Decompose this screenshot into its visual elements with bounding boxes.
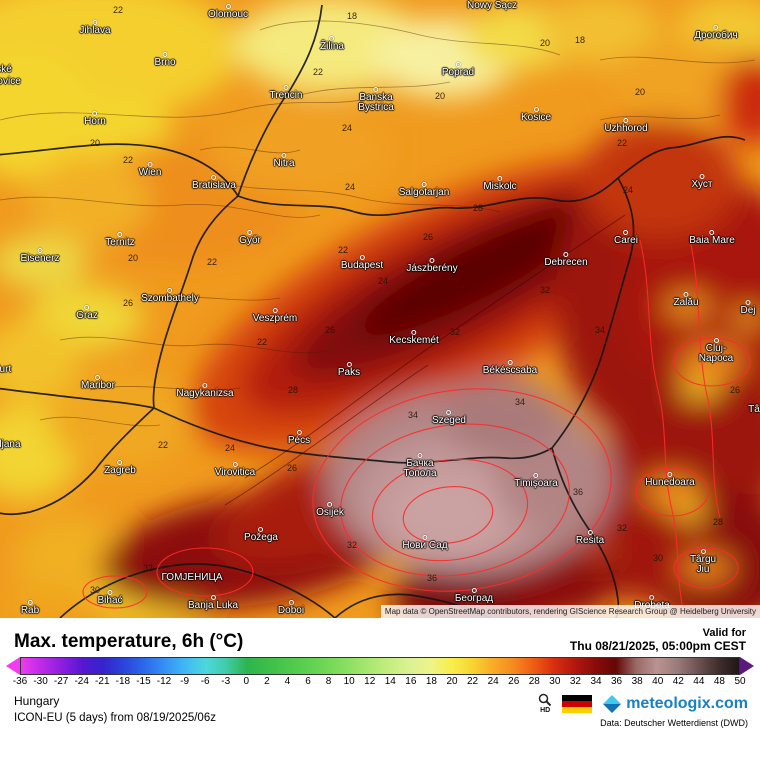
scale-tick-label: 40	[652, 676, 664, 687]
scale-tick-label: 28	[528, 676, 540, 687]
scale-arrow-right-icon	[740, 657, 754, 675]
scale-tick-label: -27	[53, 676, 69, 687]
scale-tick-label: 14	[384, 676, 396, 687]
brand-name: meteologix.com	[626, 695, 748, 712]
valid-for-block: Valid for Thu 08/21/2025, 05:00pm CEST	[570, 627, 746, 653]
scale-ticks: -36 -30 -27 -24 -21 -18 -15 -12 -9 -6 -3 0 2 4 6 8 10 12 1…	[13, 676, 746, 689]
scale-tick-label: -6	[200, 676, 210, 687]
weather-map: Jihlava Brno Olomouc Žilina Nowy Sącz Poprad T…	[0, 0, 760, 618]
footer: Hungary ICON-EU (5 days) from 08/19/2025…	[0, 689, 760, 728]
data-source-label: Data: Deutscher Wetterdienst (DWD)	[600, 718, 748, 728]
hd-toggle[interactable]: HD	[538, 693, 552, 715]
meteologix-diamond-icon	[603, 695, 622, 713]
scale-tick-label: 24	[487, 676, 499, 687]
scale-tick-label: 12	[364, 676, 376, 687]
scale-tick-label: 32	[569, 676, 581, 687]
scale-tick-label: -36	[12, 676, 28, 687]
scale-tick-label: 36	[611, 676, 623, 687]
scale-tick-label: 22	[467, 676, 479, 687]
scale-tick-label: 50	[734, 676, 746, 687]
scale-tick-label: 0	[243, 676, 250, 687]
scale-tick-label: 34	[590, 676, 602, 687]
scale-tick-label: 18	[425, 676, 437, 687]
scale-tick-label: -9	[180, 676, 190, 687]
country-borders	[0, 4, 746, 618]
scale-tick-label: 42	[672, 676, 684, 687]
scale-tick-label: 48	[713, 676, 725, 687]
temperature-field-svg	[0, 0, 760, 618]
page-title: Max. temperature, 6h (°C)	[14, 631, 244, 652]
model-run-label: ICON-EU (5 days) from 08/19/2025/06z	[14, 712, 216, 724]
scale-tick-label: 44	[693, 676, 705, 687]
region-label: Hungary	[14, 694, 60, 708]
scale-gradient	[20, 657, 740, 675]
hd-label: HD	[540, 707, 551, 714]
scale-tick-label: -30	[33, 676, 48, 687]
valid-datetime: Thu 08/21/2025, 05:00pm CEST	[569, 639, 746, 653]
valid-for-label: Valid for	[702, 627, 746, 639]
scale-tick-label: 26	[508, 676, 520, 687]
scale-tick-label: 2	[264, 676, 270, 687]
scale-tick-label: 10	[343, 676, 355, 687]
info-panel: Max. temperature, 6h (°C) Valid for Thu …	[0, 618, 760, 760]
scale-tick-label: -15	[136, 676, 151, 687]
temperature-scale: -36 -30 -27 -24 -21 -18 -15 -12 -9 -6 -3 0 2 4 6 8 10 12 1…	[0, 653, 760, 689]
scale-tick-label: 8	[325, 676, 332, 687]
scale-tick-label: 38	[631, 676, 643, 687]
map-attribution: Map data © OpenStreetMap contributors, r…	[380, 605, 760, 618]
scale-tick-label: -24	[74, 676, 89, 687]
scale-tick-label: 4	[284, 676, 291, 687]
scale-tick-label: -3	[221, 676, 231, 687]
scale-tick-label: 20	[446, 676, 458, 687]
scale-arrow-left-icon	[6, 657, 20, 675]
scale-tick-label: 30	[549, 676, 561, 687]
scale-tick-label: -12	[156, 676, 172, 687]
magnifier-icon	[538, 693, 552, 707]
meteologix-logo[interactable]: meteologix.com	[602, 694, 748, 714]
german-flag-icon	[562, 695, 593, 713]
scale-tick-label: -18	[115, 676, 131, 687]
isotherm-contours	[0, 20, 756, 427]
scale-tick-label: 16	[405, 676, 417, 687]
hot-band-contours	[224, 214, 626, 506]
scale-tick-label: 6	[305, 676, 311, 687]
scale-tick-label: -21	[95, 676, 110, 687]
